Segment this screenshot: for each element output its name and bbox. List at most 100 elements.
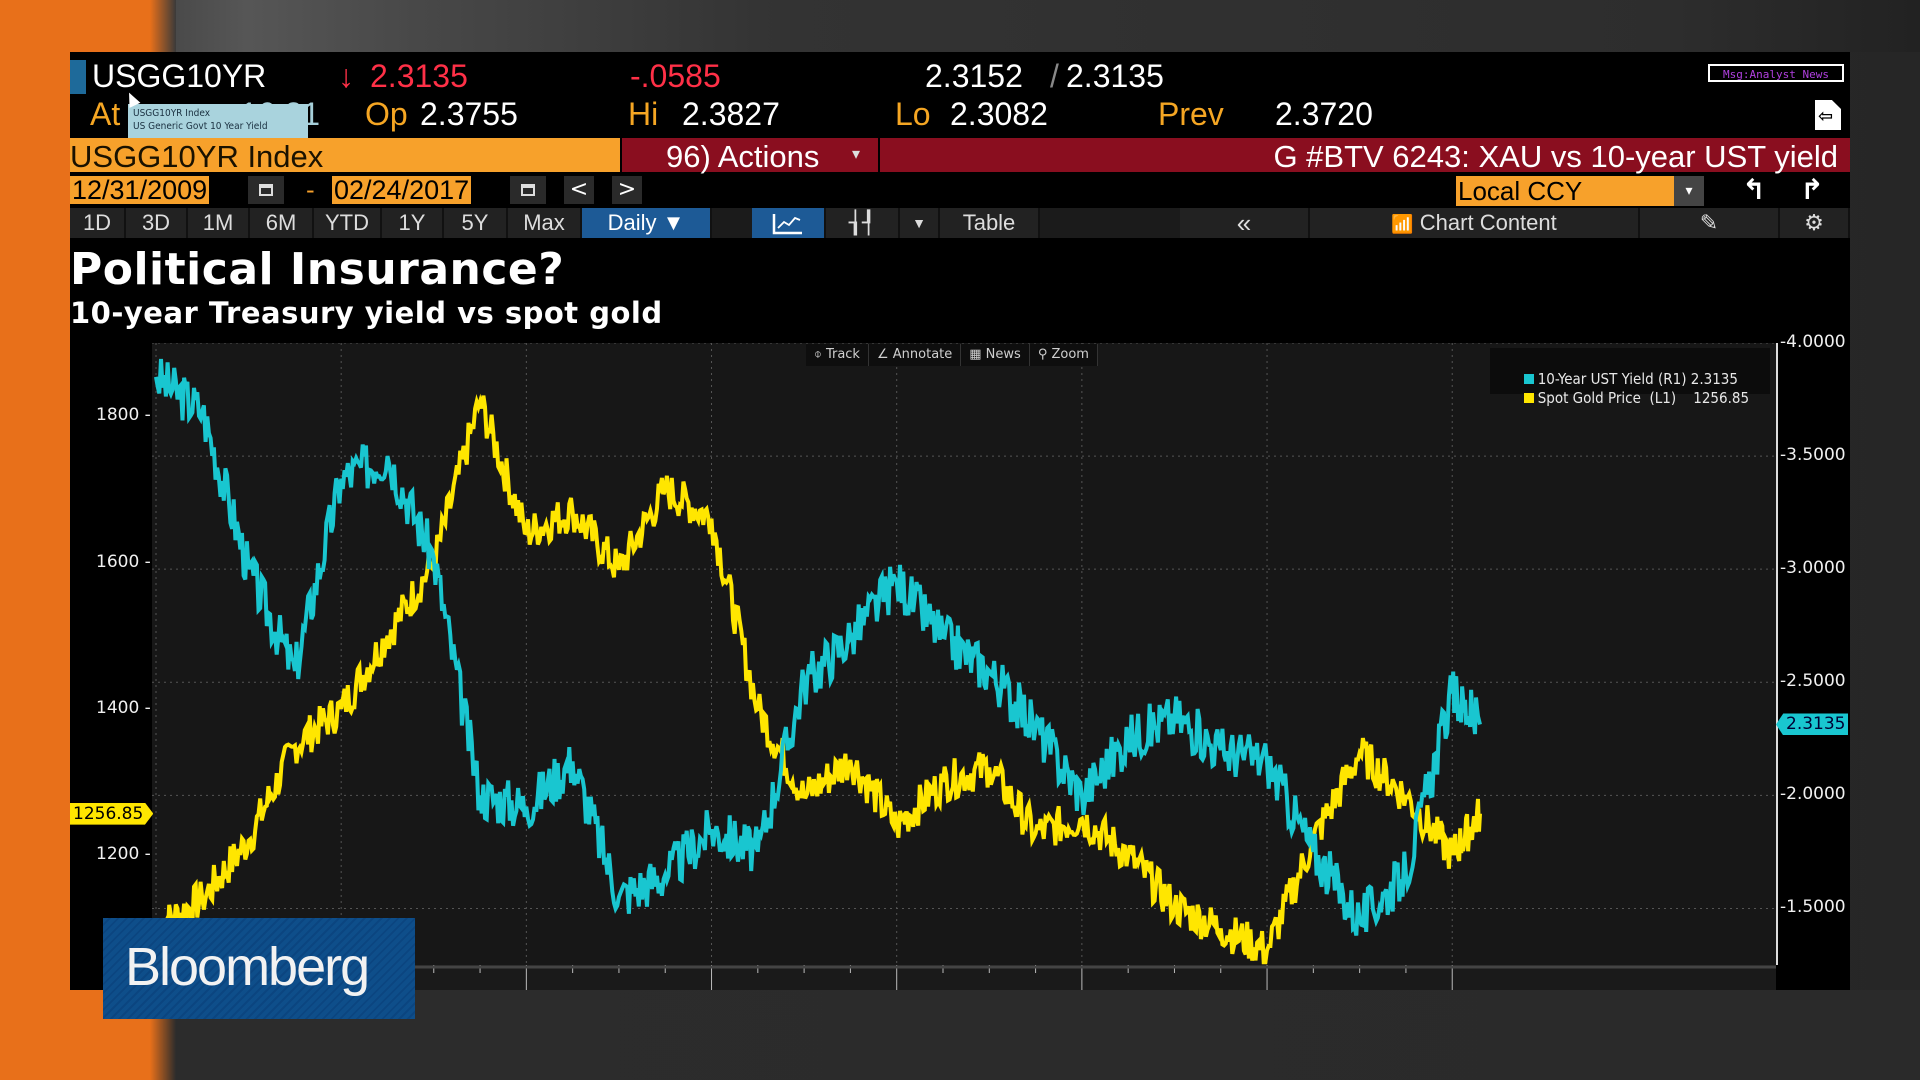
actions-menu-button[interactable]: 96) Actions ▾ — [622, 138, 878, 174]
end-date-input[interactable]: 02/24/2017 — [332, 175, 472, 205]
gold-last-value-tag: 1256.85 — [70, 802, 154, 825]
legend-item-yield[interactable]: 10-Year UST Yield (R1) 2.3135 — [1498, 352, 1738, 406]
annotate-label: Annotate — [892, 347, 953, 362]
legend-yield-value: 2.3135 — [1690, 370, 1738, 388]
start-calendar-icon[interactable] — [248, 176, 284, 204]
security-name: USGG10YR Index — [70, 139, 324, 174]
period-5y-button[interactable]: 5Y — [444, 208, 508, 238]
chart-title-text: G #BTV 6243: XAU vs 10-year UST yield — [1273, 139, 1838, 174]
right-axis-tick-label: -2.0000 — [1780, 784, 1846, 805]
low-label: Lo — [895, 96, 931, 132]
currency-select[interactable]: Local CCY — [1456, 176, 1674, 206]
at-label: At — [90, 96, 121, 132]
ask-price: 2.3135 — [1066, 58, 1164, 94]
period-1m-button[interactable]: 1M — [188, 208, 250, 238]
chart-toolbar: 1D 3D 1M 6M YTD 1Y 5Y Max Daily ▼ ┧┦ ▼ T… — [70, 208, 1850, 238]
background-top — [176, 0, 1920, 52]
gold-swatch — [1523, 393, 1534, 403]
yield-line — [154, 358, 1482, 936]
security-indicator — [70, 60, 86, 94]
news-tool-button[interactable]: ▦ News — [961, 344, 1030, 366]
news-label: News — [985, 347, 1021, 362]
actions-caret-icon: ▾ — [852, 146, 861, 163]
collapse-panel-button[interactable]: « — [1180, 208, 1310, 238]
track-label: Track — [825, 347, 860, 362]
actions-label: 96) Actions — [666, 139, 820, 174]
period-max-button[interactable]: Max — [508, 208, 582, 238]
zoom-label: Zoom — [1051, 347, 1089, 362]
gold-price-line — [155, 393, 1482, 965]
chart-content-icon: 📶 — [1391, 214, 1414, 234]
table-button[interactable]: Table — [940, 208, 1040, 238]
start-date-input[interactable]: 12/31/2009 — [70, 175, 210, 205]
date-separator: - — [306, 176, 315, 204]
track-tool-button[interactable]: ⌽ Track — [806, 344, 869, 366]
open-value: 2.3755 — [420, 96, 518, 132]
undo-icon[interactable]: ↰ — [1742, 173, 1766, 206]
chart-content-button[interactable]: 📶 Chart Content — [1310, 208, 1640, 238]
open-label: Op — [365, 96, 408, 132]
security-tooltip: USGG10YR Index US Generic Govt 10 Year Y… — [128, 104, 308, 142]
news-icon: ▦ — [969, 347, 986, 362]
chart-title: Political Insurance? — [70, 244, 565, 295]
zoom-icon: ⚲ — [1037, 347, 1052, 362]
redo-icon[interactable]: ↱ — [1800, 173, 1824, 206]
frequency-dropdown[interactable]: Daily ▼ — [582, 208, 712, 238]
tooltip-line-1: USGG10YR Index — [133, 108, 211, 119]
x-axis — [152, 965, 1776, 990]
chart-type-dropdown-icon[interactable]: ▼ — [900, 208, 940, 238]
security-field[interactable]: USGG10YR Index — [70, 138, 620, 174]
chart-legend: 10-Year UST Yield (R1) 2.3135 Spot Gold … — [1490, 348, 1770, 407]
bid-price: 2.3152 — [925, 58, 1023, 94]
right-axis-tick-label: -3.5000 — [1780, 445, 1846, 466]
right-axis-tick-label: -4.0000 — [1780, 332, 1846, 352]
settings-gear-icon[interactable]: ⚙ — [1780, 208, 1850, 238]
zoom-tool-button[interactable]: ⚲ Zoom — [1030, 344, 1098, 366]
yield-swatch — [1523, 374, 1534, 384]
prev-value: 2.3720 — [1275, 96, 1373, 132]
period-6m-button[interactable]: 6M — [250, 208, 314, 238]
period-1y-button[interactable]: 1Y — [382, 208, 444, 238]
annotate-tool-button[interactable]: ∠ Annotate — [869, 344, 962, 366]
period-3d-button[interactable]: 3D — [126, 208, 188, 238]
bar-chart-type-icon[interactable]: ┧┦ — [826, 208, 900, 238]
bloomberg-terminal-window: USGG10YR ↓ 2.3135 -.0585 2.3152 / 2.3135… — [70, 52, 1850, 990]
bloomberg-logo: Bloomberg — [103, 918, 415, 1019]
prev-label: Prev — [1158, 96, 1224, 132]
line-chart-icon[interactable] — [752, 208, 826, 238]
right-axis-tick-label: -2.5000 — [1780, 671, 1846, 692]
edit-chart-icon[interactable]: ✎ — [1640, 208, 1780, 238]
low-value: 2.3082 — [950, 96, 1048, 132]
end-calendar-icon[interactable] — [510, 176, 546, 204]
next-period-button[interactable]: > — [612, 176, 642, 204]
prev-period-button[interactable]: < — [564, 176, 594, 204]
direction-arrow-icon: ↓ — [338, 58, 354, 94]
last-price: 2.3135 — [370, 58, 468, 94]
legend-gold-name: Spot Gold Price (L1) — [1537, 389, 1677, 407]
legend-item-gold[interactable]: Spot Gold Price (L1) 1256.85 — [1498, 371, 1749, 425]
ticker-symbol: USGG10YR — [92, 58, 267, 94]
export-icon[interactable]: ⇦ — [1815, 100, 1841, 130]
chart-tools-bar: ⌽ Track ∠ Annotate ▦ News ⚲ Zoom — [806, 344, 1098, 366]
right-axis-tick-label: -3.0000 — [1780, 558, 1846, 579]
period-1d-button[interactable]: 1D — [70, 208, 126, 238]
analyst-news-button[interactable]: Msg:Analyst News — [1708, 64, 1844, 82]
right-axis-tick-label: -1.5000 — [1780, 897, 1846, 918]
chart-plot-area[interactable] — [152, 342, 1776, 965]
period-ytd-button[interactable]: YTD — [314, 208, 382, 238]
left-axis-tick-label: 1600 - — [96, 551, 151, 572]
chart-content-label: Chart Content — [1419, 210, 1557, 235]
bid-ask-separator: / — [1050, 58, 1059, 94]
high-value: 2.3827 — [682, 96, 780, 132]
line-chart — [152, 342, 1776, 965]
left-axis-tick-label: 1200 - — [96, 844, 151, 865]
left-axis-tick-label: 1800 - — [96, 405, 151, 426]
right-y-axis: -1.5000 -2.0000 -2.5000 -3.0000 -3.5000 -4.00… — [1776, 332, 1850, 965]
track-icon: ⌽ — [814, 347, 826, 362]
bloomberg-logo-text: Bloomberg — [125, 937, 370, 997]
legend-gold-value: 1256.85 — [1693, 389, 1750, 407]
left-axis-tick-label: 1400 - — [96, 697, 151, 718]
annotate-icon: ∠ — [876, 347, 893, 362]
high-label: Hi — [628, 96, 659, 132]
currency-dropdown-icon[interactable]: ▾ — [1674, 176, 1704, 206]
